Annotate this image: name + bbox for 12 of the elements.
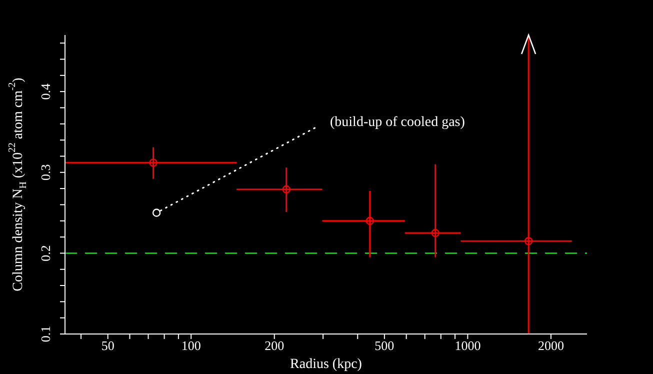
x-tick-label: 1000	[454, 338, 481, 354]
x-tick-label: 50	[101, 338, 114, 354]
x-tick-label: 2000	[538, 338, 564, 354]
x-axis-title: Radius (kpc)	[290, 357, 362, 372]
y-tick-label: 0.1	[38, 326, 53, 342]
annotation: (build-up of cooled gas)	[330, 115, 466, 130]
x-tick-label: 200	[264, 338, 284, 354]
x-tick-label: 100	[181, 338, 201, 354]
y-tick-label: 0.4	[38, 82, 53, 100]
y-tick-label: 0.3	[38, 164, 53, 181]
y-tick-label: 0.2	[38, 245, 53, 262]
x-tick-label: 500	[374, 338, 394, 354]
